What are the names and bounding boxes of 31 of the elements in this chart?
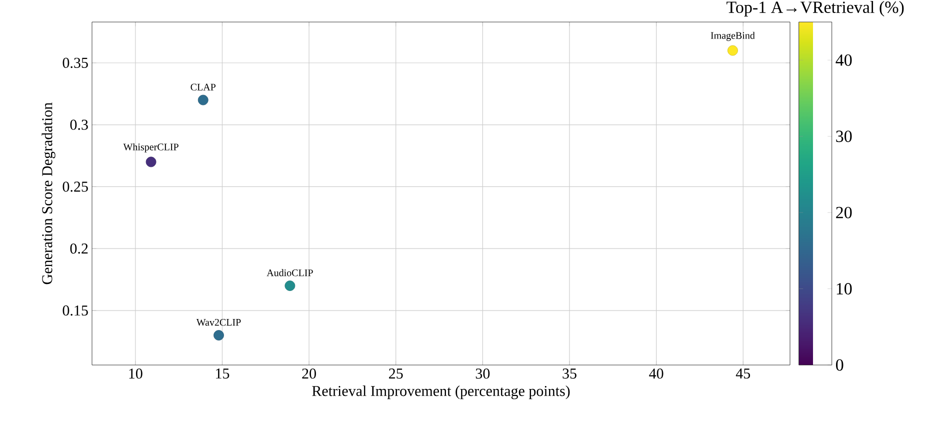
y-tick-label: 0.35 xyxy=(62,58,88,68)
x-tick-label: 30 xyxy=(476,368,490,379)
y-tick-label: 0.25 xyxy=(62,182,88,192)
x-tick-label: 25 xyxy=(389,368,403,379)
y-tick-label: 0.3 xyxy=(70,120,88,130)
x-tick-label: 45 xyxy=(736,368,750,379)
point xyxy=(198,94,208,106)
point xyxy=(146,156,156,168)
y-tick-label: 0.15 xyxy=(62,305,88,316)
color-bar-title: Top-1 A→VRetrieval (%) xyxy=(726,1,904,16)
point xyxy=(728,45,738,56)
x-tick-label: 35 xyxy=(562,368,576,379)
x-tick-label: 10 xyxy=(129,368,142,379)
annotation: CLAP xyxy=(190,84,216,90)
annotation: AudioCLIP xyxy=(266,269,313,276)
x-tick-label: 40 xyxy=(649,368,664,379)
point xyxy=(214,330,224,340)
point xyxy=(284,280,296,291)
color-bar-label: 0 xyxy=(836,359,844,371)
x-tick-label: 20 xyxy=(302,368,316,379)
color-bar-label: 30 xyxy=(836,130,852,142)
y-axis-title: Generation Score Degradation xyxy=(42,102,56,284)
y-tick-label: 0.2 xyxy=(70,244,88,254)
annotation: WhisperCLIP xyxy=(123,143,178,152)
color-bar-label: 40 xyxy=(836,54,852,66)
color-bar-label: 10 xyxy=(836,283,852,295)
color-bar-label: 20 xyxy=(836,206,852,218)
annotation: ImageBind xyxy=(710,32,755,41)
x-tick-label: 15 xyxy=(216,368,230,379)
annotation: Wav2CLIP xyxy=(196,318,241,326)
x-axis-title: Retrieval Improvement (percentage points) xyxy=(312,386,570,400)
